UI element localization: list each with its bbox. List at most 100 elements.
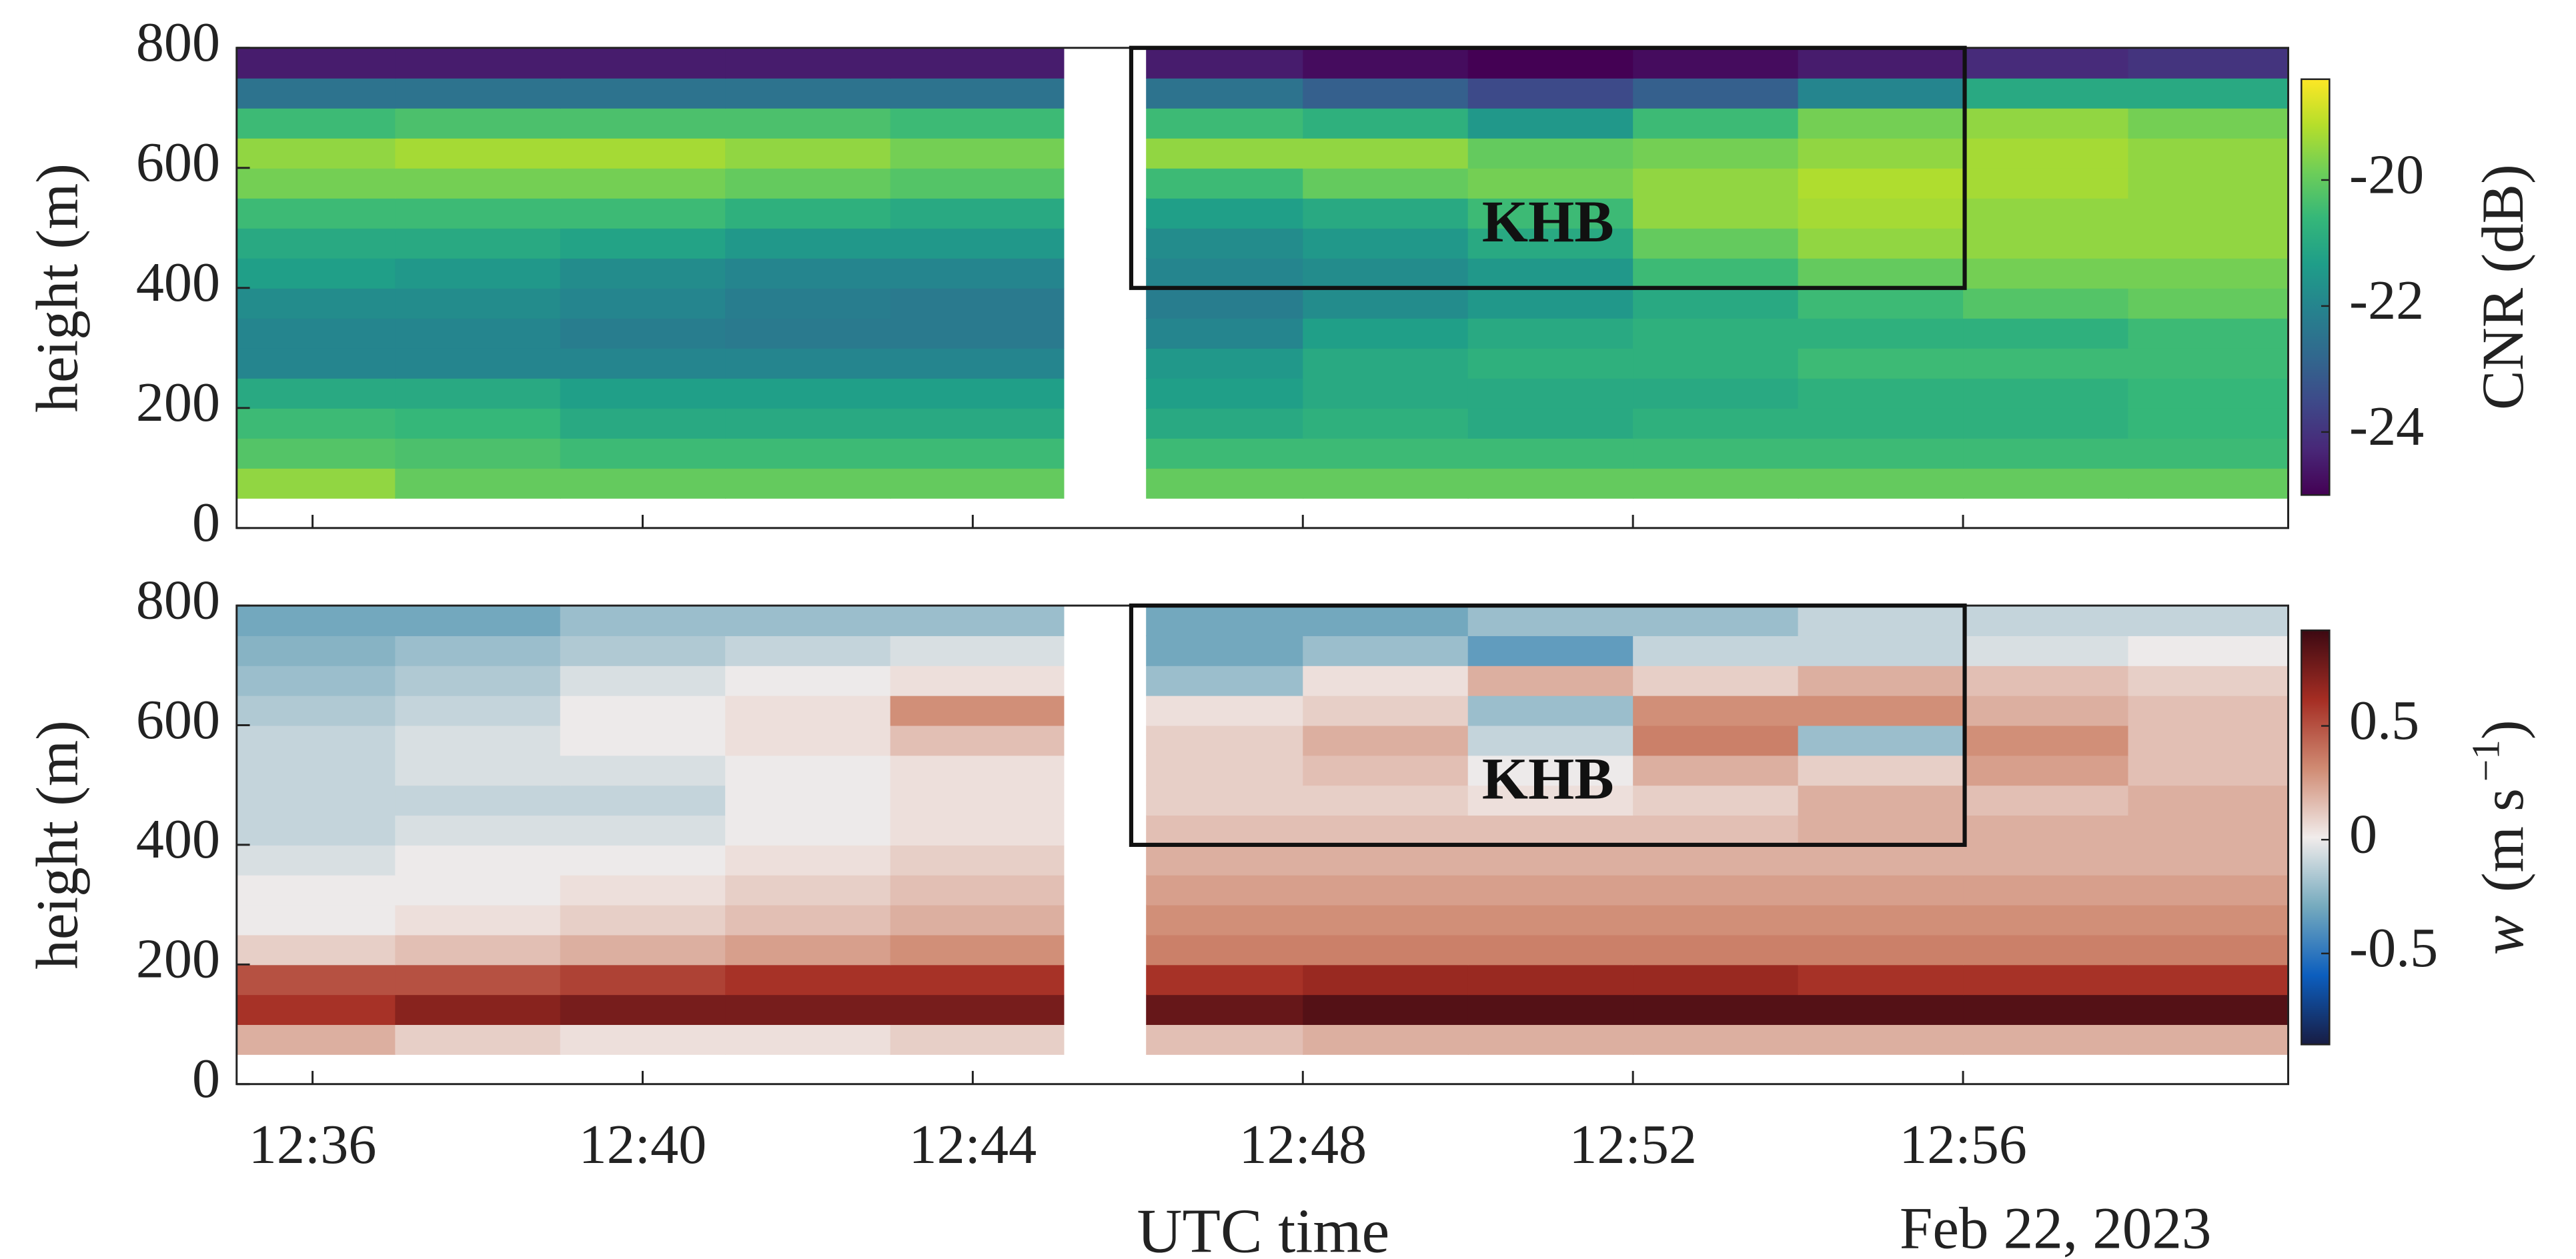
heatmap-cell: [560, 605, 726, 636]
heatmap-cell: [1798, 665, 1964, 696]
heatmap-cell: [725, 605, 891, 636]
heatmap-cell: [1798, 725, 1964, 756]
heatmap-cell: [890, 934, 1065, 966]
heatmap-cell: [395, 665, 561, 696]
heatmap-cell: [725, 665, 891, 696]
heatmap-cell: [1146, 167, 1304, 199]
heatmap-cell: [236, 137, 396, 169]
heatmap-cell: [2128, 317, 2289, 349]
heatmap-cell: [560, 47, 726, 79]
heatmap-cell: [395, 755, 561, 786]
heatmap-cell: [1798, 1024, 1964, 1055]
colorbar-label-part: (m s: [2471, 788, 2537, 892]
heatmap-cell: [395, 197, 561, 229]
heatmap-cell: [1798, 755, 1964, 786]
heatmap-cell: [1467, 257, 1634, 289]
heatmap-cell: [560, 317, 726, 349]
heatmap-cell: [2128, 1024, 2289, 1055]
heatmap-cell: [1798, 964, 1964, 996]
heatmap-cell: [1633, 964, 1799, 996]
heatmap-cell: [1633, 994, 1799, 1026]
y-tick-label: 0: [192, 491, 220, 553]
heatmap-cell: [1963, 844, 2129, 876]
heatmap-cell: [890, 1024, 1065, 1055]
heatmap-cell: [1146, 407, 1304, 439]
heatmap-cell: [725, 377, 891, 409]
heatmap-cell: [1303, 665, 1469, 696]
heatmap-cell: [395, 107, 561, 139]
heatmap-cell: [1633, 605, 1799, 636]
heatmap-cell: [236, 934, 396, 966]
heatmap-cell: [1798, 994, 1964, 1026]
heatmap-cell: [395, 137, 561, 169]
heatmap-cell: [890, 167, 1065, 199]
x-tick-label: 12:52: [1569, 1114, 1697, 1176]
heatmap-cell: [1963, 665, 2129, 696]
heatmap-cell: [395, 437, 561, 469]
heatmap-cell: [1146, 467, 1304, 499]
y-axis-label: height (m): [25, 163, 90, 412]
heatmap-cell: [1303, 227, 1469, 259]
heatmap-cell: [560, 77, 726, 109]
heatmap-cell: [395, 377, 561, 409]
heatmap-cell: [1467, 695, 1634, 726]
heatmap-cell: [395, 47, 561, 79]
heatmap-cell: [725, 635, 891, 666]
heatmap-cell: [1146, 1024, 1304, 1055]
heatmap-cell: [725, 725, 891, 756]
heatmap-cell: [236, 904, 396, 936]
heatmap-cell: [1633, 785, 1799, 816]
heatmap-cell: [1963, 994, 2129, 1026]
heatmap-cell: [1467, 904, 1634, 936]
heatmap-cell: [725, 695, 891, 726]
heatmap-cell: [560, 844, 726, 876]
heatmap-cell: [560, 407, 726, 439]
heatmap-cell: [1303, 1024, 1469, 1055]
heatmap-cell: [725, 347, 891, 379]
heatmap-cell: [1963, 605, 2129, 636]
heatmap-cell: [890, 785, 1065, 816]
heatmap-cell: [2128, 665, 2289, 696]
heatmap-cell: [1798, 317, 1964, 349]
heatmap-cell: [1633, 197, 1799, 229]
heatmap-cell: [395, 785, 561, 816]
heatmap-cell: [2128, 695, 2289, 726]
heatmap-cell: [2128, 107, 2289, 139]
heatmap-cell: [1303, 695, 1469, 726]
heatmap-cell: [236, 964, 396, 996]
heatmap-cell: [395, 934, 561, 966]
heatmap-cell: [560, 167, 726, 199]
date-label: Feb 22, 2023: [1900, 1196, 2212, 1259]
heatmap-cell: [1467, 934, 1634, 966]
heatmap-cell: [395, 77, 561, 109]
x-tick-label: 12:48: [1239, 1114, 1367, 1176]
heatmap-cell: [236, 437, 396, 469]
heatmap-cell: [395, 467, 561, 499]
heatmap-cell: [1963, 137, 2129, 169]
heatmap-cell: [236, 725, 396, 756]
heatmap-cell: [560, 964, 726, 996]
heatmap-cell: [1963, 167, 2129, 199]
heatmap-cell: [1467, 167, 1634, 199]
heatmap-cell: [1146, 437, 1304, 469]
heatmap-cell: [1633, 874, 1799, 906]
heatmap-cell: [1467, 815, 1634, 846]
heatmap-cell: [725, 1024, 891, 1055]
heatmap-cell: [1303, 317, 1469, 349]
heatmap-cell: [1303, 137, 1469, 169]
heatmap-cell: [725, 785, 891, 816]
heatmap-cell: [890, 317, 1065, 349]
heatmap-cell: [1633, 635, 1799, 666]
heatmap-cell: [236, 77, 396, 109]
heatmap-cell: [560, 437, 726, 469]
heatmap-cell: [1303, 785, 1469, 816]
heatmap-cell: [1963, 407, 2129, 439]
heatmap-cell: [560, 785, 726, 816]
heatmap-cell: [1798, 347, 1964, 379]
heatmap-cell: [560, 994, 726, 1026]
heatmap-cell: [1467, 725, 1634, 756]
heatmap-cell: [890, 437, 1065, 469]
heatmap-cell: [1798, 407, 1964, 439]
heatmap-cell: [2128, 904, 2289, 936]
